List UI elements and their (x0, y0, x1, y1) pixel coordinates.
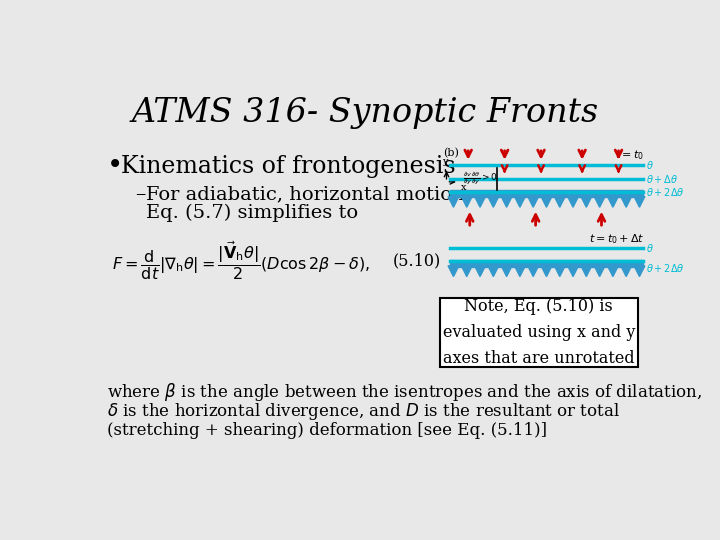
Text: $\theta$: $\theta$ (646, 159, 654, 171)
Text: y: y (442, 158, 448, 166)
Polygon shape (488, 197, 499, 207)
Text: $\theta + 2\Delta\theta$: $\theta + 2\Delta\theta$ (646, 262, 684, 274)
Polygon shape (608, 266, 618, 276)
Polygon shape (581, 266, 592, 276)
Polygon shape (474, 197, 485, 207)
Text: (stretching + shearing) deformation [see Eq. (5.11)]: (stretching + shearing) deformation [see… (107, 422, 547, 439)
Polygon shape (501, 266, 512, 276)
Polygon shape (528, 266, 539, 276)
Text: Note, Eq. (5.10) is
evaluated using x and y
axes that are unrotated: Note, Eq. (5.10) is evaluated using x an… (443, 298, 635, 367)
Polygon shape (608, 197, 618, 207)
Polygon shape (594, 266, 605, 276)
FancyBboxPatch shape (439, 298, 638, 367)
Text: (5.10): (5.10) (392, 253, 441, 269)
Text: $\delta$ is the horizontal divergence, and $D$ is the resultant or total: $\delta$ is the horizontal divergence, a… (107, 401, 620, 422)
Text: Kinematics of frontogenesis: Kinematics of frontogenesis (121, 155, 456, 178)
Text: $\frac{\partial v}{\partial y}\frac{\partial\theta}{\partial y}>0$: $\frac{\partial v}{\partial y}\frac{\par… (462, 171, 497, 187)
Polygon shape (621, 266, 631, 276)
Polygon shape (515, 266, 526, 276)
Polygon shape (541, 197, 552, 207)
Text: $t = t_0$: $t = t_0$ (616, 148, 644, 162)
Text: ATMS 316- Synoptic Fronts: ATMS 316- Synoptic Fronts (132, 97, 599, 129)
Text: where $\beta$ is the angle between the isentropes and the axis of dilatation,: where $\beta$ is the angle between the i… (107, 381, 702, 403)
Polygon shape (634, 197, 645, 207)
Polygon shape (581, 197, 592, 207)
Text: $t = t_0 + \Delta t$: $t = t_0 + \Delta t$ (588, 233, 644, 246)
Polygon shape (462, 266, 472, 276)
Polygon shape (567, 266, 578, 276)
Text: $\theta + \Delta\theta$: $\theta + \Delta\theta$ (646, 173, 678, 185)
Polygon shape (462, 197, 472, 207)
Text: x: x (461, 183, 466, 192)
Text: Eq. (5.7) simplifies to: Eq. (5.7) simplifies to (145, 204, 358, 222)
Polygon shape (567, 197, 578, 207)
Polygon shape (528, 197, 539, 207)
Text: •: • (107, 153, 123, 180)
Polygon shape (501, 197, 512, 207)
Polygon shape (488, 266, 499, 276)
Polygon shape (634, 266, 645, 276)
Text: $\theta$: $\theta$ (646, 242, 654, 254)
Text: $\theta + 2\Delta\theta$: $\theta + 2\Delta\theta$ (646, 186, 684, 198)
Text: $F = \dfrac{\mathrm{d}}{\mathrm{d}t}|\nabla_{\mathrm{h}}\theta| = \dfrac{|\vec{\: $F = \dfrac{\mathrm{d}}{\mathrm{d}t}|\na… (112, 240, 370, 282)
Text: –: – (135, 185, 145, 204)
Polygon shape (554, 266, 565, 276)
Polygon shape (541, 266, 552, 276)
Polygon shape (554, 197, 565, 207)
Polygon shape (474, 266, 485, 276)
Polygon shape (594, 197, 605, 207)
Polygon shape (621, 197, 631, 207)
Polygon shape (515, 197, 526, 207)
Text: (b): (b) (444, 148, 459, 158)
Polygon shape (448, 197, 459, 207)
Text: For adiabatic, horizontal motion,: For adiabatic, horizontal motion, (145, 185, 471, 203)
Polygon shape (448, 266, 459, 276)
